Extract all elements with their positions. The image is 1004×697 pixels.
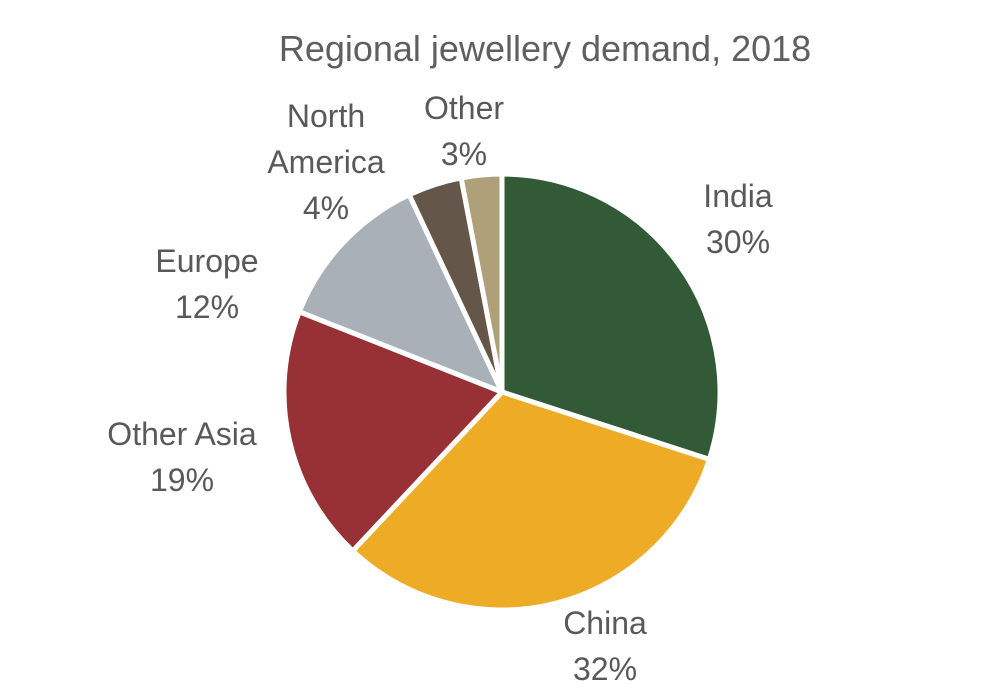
slice-label-other: Other 3% [424, 90, 504, 172]
pie-slice-china [350, 389, 712, 613]
slice-label-china: China 32% [563, 605, 647, 687]
slice-value-label: 4% [303, 190, 349, 226]
slice-value-label: 19% [150, 462, 214, 498]
slice-category-label: India [703, 178, 773, 214]
slice-category-label: China [563, 605, 647, 641]
pie-slice-india [499, 171, 723, 462]
chart-title: Regional jewellery demand, 2018 [279, 28, 811, 69]
slice-label-india: India 30% [703, 178, 773, 260]
slice-label-europe: Europe 12% [155, 243, 258, 325]
slice-category-label: Other Asia [107, 416, 257, 452]
pie-slices [281, 171, 723, 613]
slice-category-label: America [267, 144, 385, 180]
pie-slice-other [458, 171, 505, 395]
slice-value-label: 30% [706, 224, 770, 260]
slice-labels: India 30% China 32% Other Asia 19% Europe 12% No… [107, 90, 773, 687]
slice-value-label: 32% [573, 651, 637, 687]
slice-label-other-asia: Other Asia 19% [107, 416, 257, 498]
slice-category-label: Other [424, 90, 504, 126]
pie-slice-europe [296, 192, 505, 395]
slice-label-north-america: North America 4% [267, 98, 385, 226]
slice-category-label: Europe [155, 243, 258, 279]
slice-value-label: 3% [441, 136, 487, 172]
slice-category-label: North [287, 98, 365, 134]
slice-value-label: 12% [175, 289, 239, 325]
